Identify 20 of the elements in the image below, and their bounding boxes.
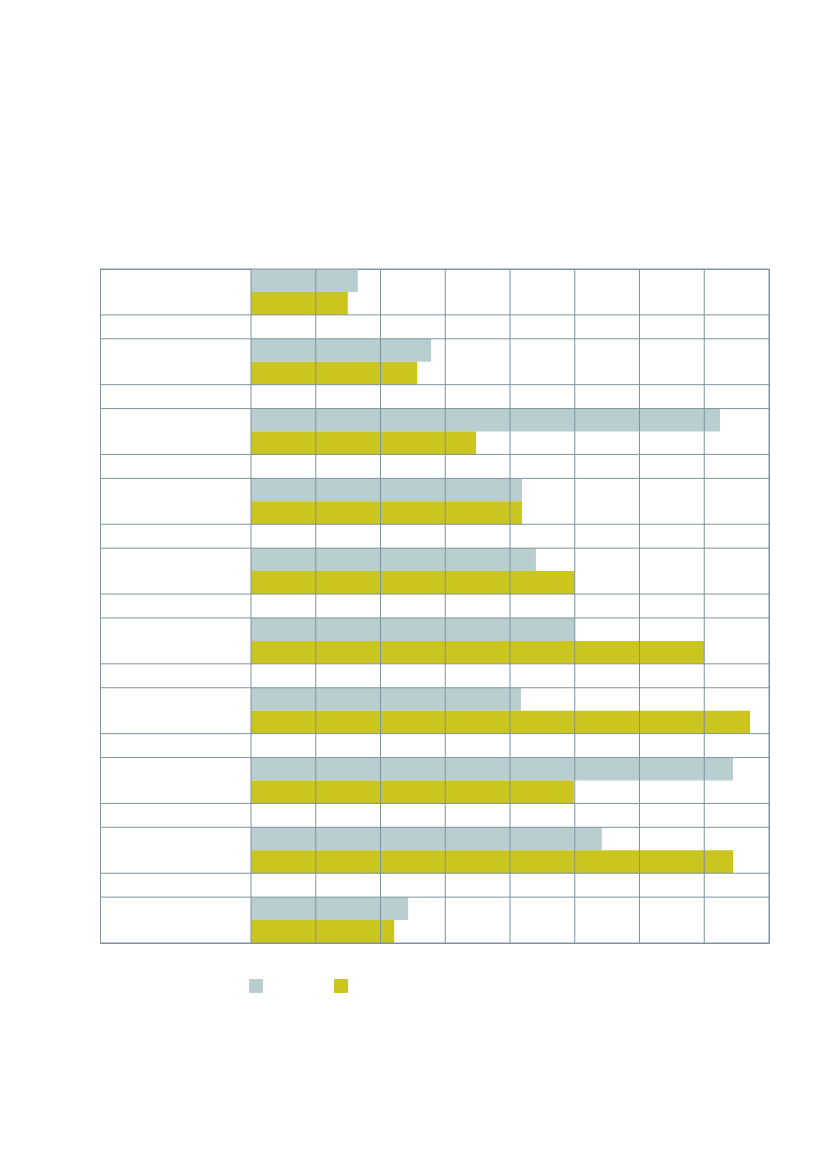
bar <box>251 408 721 432</box>
bar <box>251 548 536 572</box>
bar <box>251 291 348 315</box>
bar <box>251 617 575 641</box>
bar <box>251 269 358 292</box>
bar <box>251 780 574 804</box>
bar <box>251 687 521 711</box>
bar <box>251 850 734 874</box>
bar <box>251 431 477 455</box>
bar <box>251 710 750 734</box>
bar <box>251 897 409 921</box>
bar <box>251 501 522 525</box>
bar <box>251 827 602 851</box>
bar <box>251 478 522 502</box>
bar <box>251 571 575 595</box>
bar <box>251 361 418 385</box>
bar <box>251 338 432 362</box>
bar <box>251 757 734 781</box>
bar <box>251 640 705 664</box>
bar <box>251 920 395 943</box>
